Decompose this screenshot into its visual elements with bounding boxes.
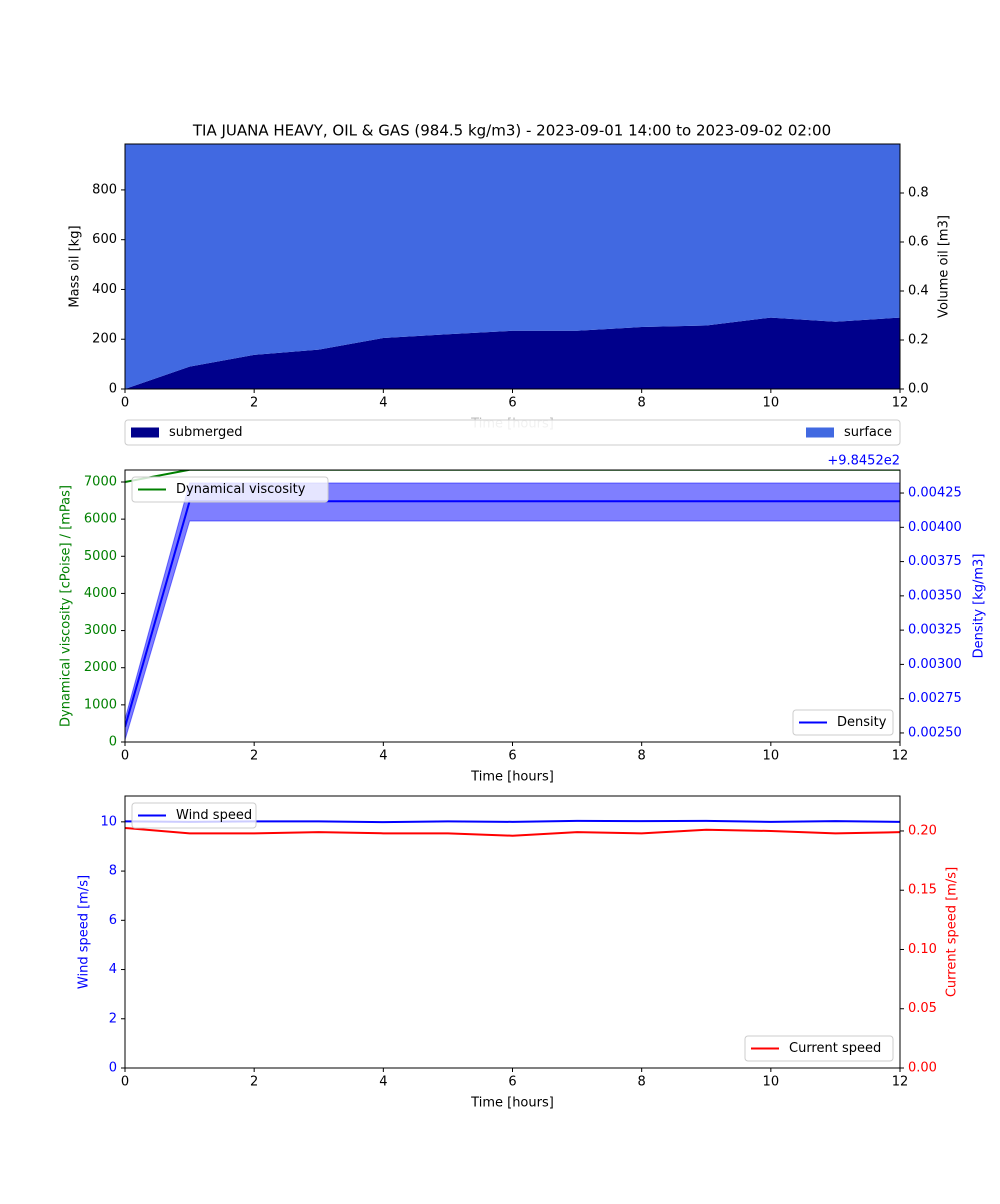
y-tick-label: 0.8 — [908, 186, 929, 201]
y-tick-label: 0.2 — [908, 333, 929, 348]
x-tick-label: 10 — [763, 1075, 780, 1090]
legend-label: Dynamical viscosity — [176, 482, 306, 497]
y-tick-label: 0.00325 — [908, 623, 962, 638]
legend-label: Current speed — [789, 1041, 881, 1056]
x-tick-label: 0 — [121, 1075, 129, 1090]
y-tick-label: 0 — [109, 1061, 117, 1076]
x-tick-label: 12 — [892, 749, 909, 764]
y-tick-label: 7000 — [84, 474, 117, 489]
x-tick-label: 8 — [638, 396, 646, 411]
y-tick-label: 0.0 — [908, 382, 929, 397]
legend-label: Density — [837, 715, 887, 730]
y-tick-label: 200 — [92, 332, 117, 347]
y-tick-label: 600 — [92, 232, 117, 247]
y-tick-label: 0.6 — [908, 235, 929, 250]
chart-title: TIA JUANA HEAVY, OIL & GAS (984.5 kg/m3)… — [192, 122, 831, 140]
plot-area — [125, 144, 900, 389]
legend-label: Wind speed — [176, 808, 252, 823]
y-tick-label: 800 — [92, 182, 117, 197]
plot-area — [125, 470, 900, 740]
axis-offset: +9.8452e2 — [827, 454, 900, 469]
x-axis-label: Time [hours] — [470, 770, 554, 785]
area — [125, 144, 900, 389]
y-tick-label: 0.00350 — [908, 588, 962, 603]
y-tick-label: 2000 — [84, 660, 117, 675]
y-axis-label: Mass oil [kg] — [68, 225, 83, 307]
y-tick-label: 0.15 — [908, 883, 937, 898]
x-tick-label: 4 — [379, 1075, 387, 1090]
x-tick-label: 0 — [121, 396, 129, 411]
y-tick-label: 5000 — [84, 549, 117, 564]
line — [125, 500, 900, 728]
y2-axis-label: Density [kg/m3] — [972, 554, 987, 659]
y-tick-label: 0.4 — [908, 284, 929, 299]
y-axis-label: Dynamical viscosity [cPoise] / [mPas] — [59, 485, 74, 727]
x-tick-label: 12 — [892, 1075, 909, 1090]
y-tick-label: 4000 — [84, 586, 117, 601]
y-tick-label: 6000 — [84, 512, 117, 527]
x-tick-label: 2 — [250, 396, 258, 411]
legend — [124, 419, 901, 446]
y-tick-label: 1000 — [84, 697, 117, 712]
x-tick-label: 10 — [763, 749, 780, 764]
legend — [131, 802, 257, 829]
y-tick-label: 6 — [109, 913, 117, 928]
x-tick-label: 2 — [250, 1075, 258, 1090]
y-tick-label: 0.00 — [908, 1061, 937, 1076]
legend — [792, 709, 894, 736]
y-tick-label: 400 — [92, 282, 117, 297]
x-tick-label: 6 — [508, 396, 516, 411]
legend-swatch — [806, 427, 834, 438]
y-tick-label: 0.10 — [908, 942, 937, 957]
y-tick-label: 8 — [109, 864, 117, 879]
y-tick-label: 0.00250 — [908, 725, 962, 740]
y-tick-label: 0.00375 — [908, 554, 962, 569]
axes-frame — [124, 795, 901, 1069]
x-tick-label: 4 — [379, 749, 387, 764]
y-tick-label: 3000 — [84, 623, 117, 638]
y-tick-label: 0.00275 — [908, 691, 962, 706]
x-tick-label: 2 — [250, 749, 258, 764]
band — [125, 482, 900, 740]
x-tick-label: 8 — [638, 1075, 646, 1090]
legend — [131, 476, 329, 503]
y-tick-label: 0.00300 — [908, 657, 962, 672]
legend-label: surface — [844, 425, 892, 440]
x-axis-label: Time [hours] — [470, 1096, 554, 1111]
y-tick-label: 0.20 — [908, 823, 937, 838]
y-axis-label: Wind speed [m/s] — [77, 875, 92, 989]
legend-label: submerged — [169, 425, 243, 440]
y-tick-label: 0 — [109, 382, 117, 397]
x-tick-label: 8 — [638, 749, 646, 764]
x-tick-label: 10 — [763, 396, 780, 411]
x-tick-label: 6 — [508, 1075, 516, 1090]
legend — [744, 1035, 894, 1062]
y-tick-label: 0.05 — [908, 1001, 937, 1016]
y-tick-label: 4 — [109, 962, 117, 977]
x-tick-label: 4 — [379, 396, 387, 411]
area — [125, 317, 900, 389]
x-tick-label: 12 — [892, 396, 909, 411]
x-tick-label: 6 — [508, 749, 516, 764]
y-tick-label: 10 — [100, 814, 117, 829]
y-tick-label: 0.00425 — [908, 486, 962, 501]
y-tick-label: 0.00400 — [908, 520, 962, 535]
y2-axis-label: Current speed [m/s] — [945, 867, 960, 997]
legend-swatch — [131, 427, 159, 438]
y2-axis-label: Volume oil [m3] — [937, 215, 952, 318]
line — [125, 827, 900, 837]
y-tick-label: 2 — [109, 1011, 117, 1026]
y-tick-label: 0 — [109, 735, 117, 750]
x-tick-label: 0 — [121, 749, 129, 764]
